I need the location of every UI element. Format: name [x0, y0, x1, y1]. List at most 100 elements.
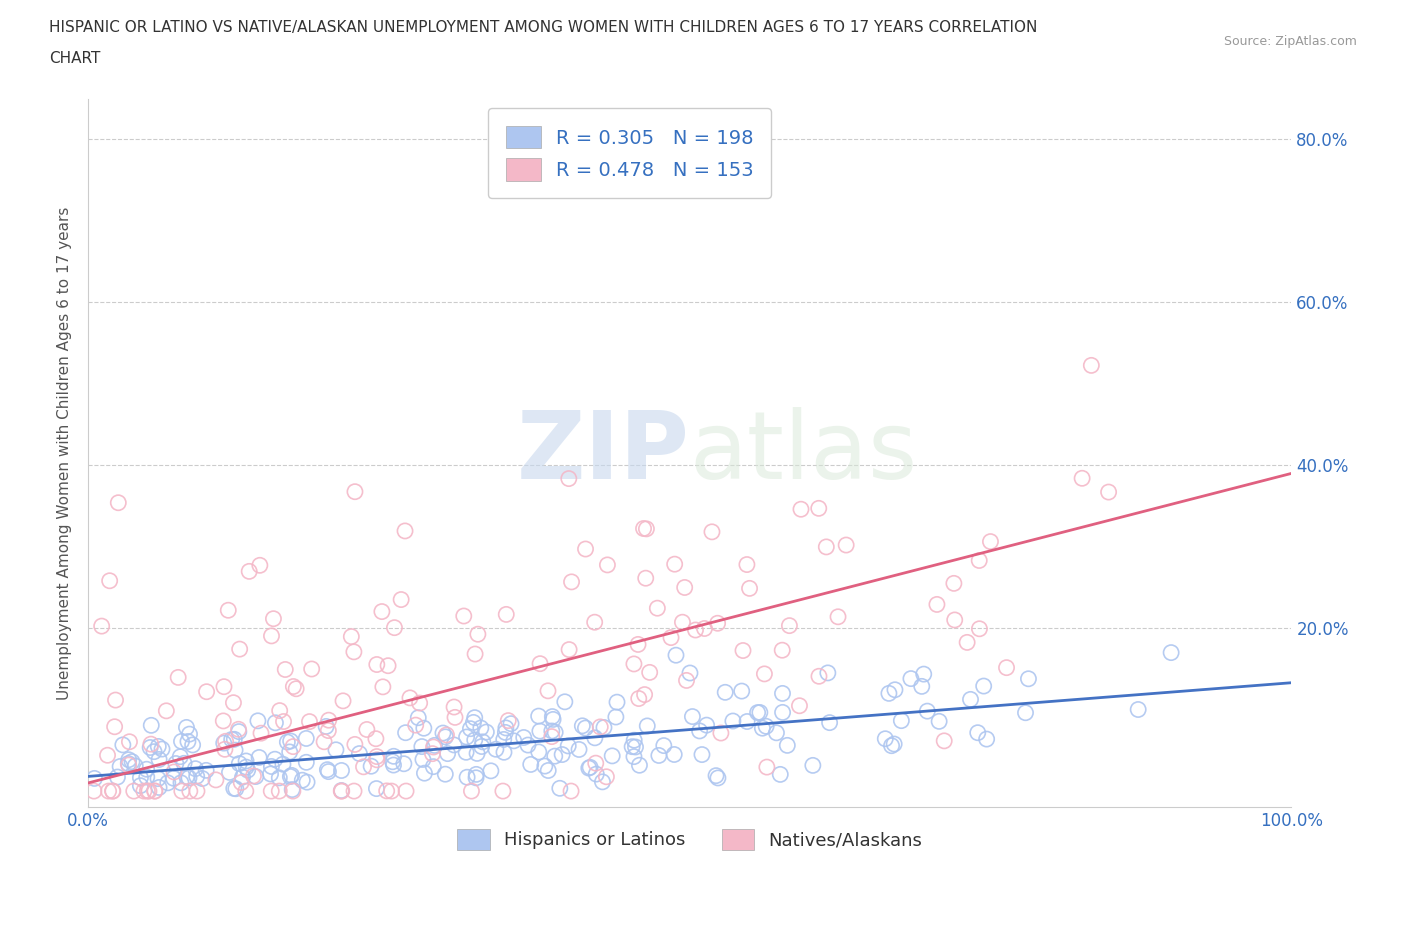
Point: [330, 783, 353, 798]
Point: [664, 747, 686, 762]
Point: [221, 732, 243, 747]
Point: [231, 775, 253, 790]
Point: [537, 684, 560, 698]
Point: [465, 746, 488, 761]
Point: [98, 573, 121, 588]
Point: [107, 496, 129, 511]
Point: [162, 771, 184, 786]
Point: [169, 750, 191, 764]
Point: [364, 731, 387, 746]
Point: [422, 739, 444, 754]
Point: [90, 618, 112, 633]
Point: [228, 756, 250, 771]
Text: atlas: atlas: [690, 407, 918, 499]
Point: [269, 784, 291, 799]
Point: [706, 616, 728, 631]
Point: [392, 756, 415, 771]
Point: [135, 762, 157, 777]
Point: [659, 631, 682, 645]
Point: [212, 713, 235, 728]
Text: Source: ZipAtlas.com: Source: ZipAtlas.com: [1223, 35, 1357, 48]
Point: [408, 696, 430, 711]
Point: [578, 761, 600, 776]
Point: [366, 752, 388, 767]
Point: [262, 611, 284, 626]
Point: [280, 768, 302, 783]
Point: [222, 696, 245, 711]
Point: [111, 737, 134, 752]
Point: [395, 784, 418, 799]
Point: [877, 686, 900, 701]
Point: [568, 742, 591, 757]
Point: [485, 742, 508, 757]
Point: [633, 687, 655, 702]
Point: [541, 710, 564, 724]
Point: [269, 703, 291, 718]
Point: [104, 693, 127, 708]
Point: [652, 738, 675, 753]
Point: [150, 741, 173, 756]
Point: [540, 729, 562, 744]
Point: [315, 719, 337, 734]
Point: [195, 684, 218, 699]
Point: [212, 736, 235, 751]
Point: [148, 780, 170, 795]
Point: [139, 737, 162, 751]
Point: [519, 757, 541, 772]
Point: [285, 682, 308, 697]
Point: [529, 724, 551, 738]
Point: [634, 571, 657, 586]
Point: [731, 684, 754, 698]
Point: [492, 745, 515, 760]
Point: [228, 642, 250, 657]
Point: [827, 609, 849, 624]
Point: [681, 710, 703, 724]
Point: [176, 720, 198, 735]
Point: [143, 744, 166, 759]
Point: [735, 557, 758, 572]
Point: [155, 703, 177, 718]
Point: [776, 737, 799, 752]
Point: [170, 784, 193, 799]
Point: [574, 721, 596, 736]
Point: [249, 558, 271, 573]
Point: [121, 754, 143, 769]
Point: [973, 679, 995, 694]
Point: [406, 711, 429, 725]
Point: [700, 525, 723, 539]
Point: [755, 719, 778, 734]
Point: [366, 781, 388, 796]
Point: [314, 735, 336, 750]
Point: [394, 524, 416, 538]
Point: [177, 770, 200, 785]
Point: [129, 778, 152, 793]
Point: [875, 731, 897, 746]
Point: [281, 782, 304, 797]
Point: [224, 743, 246, 758]
Point: [380, 784, 402, 799]
Point: [731, 643, 754, 658]
Point: [560, 784, 582, 799]
Point: [176, 769, 198, 784]
Point: [527, 745, 550, 760]
Point: [765, 725, 787, 740]
Text: ZIP: ZIP: [517, 407, 690, 499]
Point: [295, 755, 318, 770]
Point: [1017, 671, 1039, 686]
Point: [714, 684, 737, 699]
Point: [330, 763, 353, 777]
Point: [900, 671, 922, 686]
Point: [976, 732, 998, 747]
Point: [623, 750, 645, 764]
Point: [318, 712, 340, 727]
Point: [707, 770, 730, 785]
Point: [271, 757, 294, 772]
Point: [460, 784, 482, 799]
Point: [343, 485, 366, 499]
Point: [141, 718, 163, 733]
Point: [818, 715, 841, 730]
Point: [790, 502, 813, 517]
Point: [628, 758, 651, 773]
Point: [117, 756, 139, 771]
Point: [382, 749, 405, 764]
